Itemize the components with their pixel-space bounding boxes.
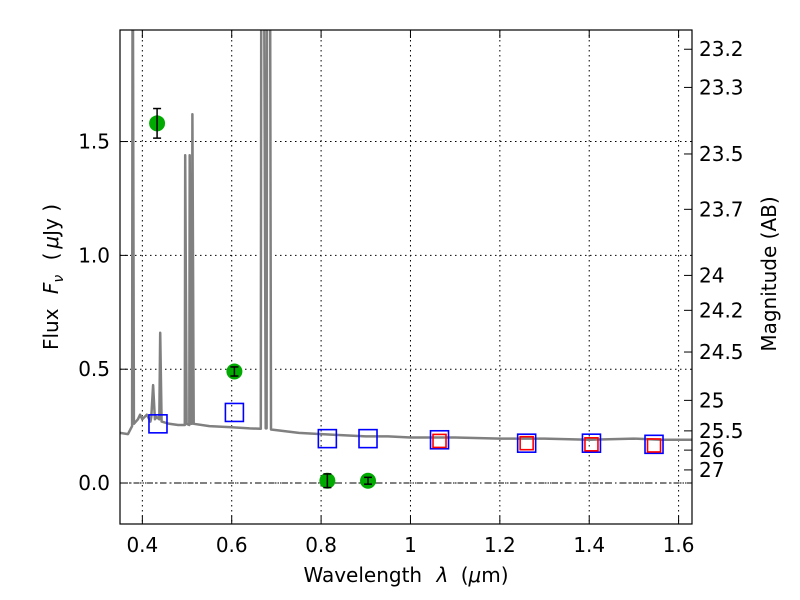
y2-tick-label: 25 bbox=[699, 388, 724, 412]
x-tick-label: 1.2 bbox=[484, 533, 516, 557]
y2-tick-label: 24.2 bbox=[699, 298, 744, 322]
model-square-blue bbox=[358, 428, 378, 449]
model-square-blue bbox=[317, 428, 338, 449]
model-square-red bbox=[519, 435, 534, 451]
y-tick-label: 0.5 bbox=[78, 357, 110, 381]
y-axis-label: Flux Fν ( μJy ) bbox=[39, 204, 68, 350]
ticks bbox=[120, 30, 692, 524]
y-axis-label-text: Flux bbox=[39, 308, 63, 350]
plot-frame bbox=[119, 29, 693, 525]
model-square-blue bbox=[224, 402, 245, 423]
spectrum-line bbox=[120, 30, 692, 442]
y2-tick-label: 23.7 bbox=[699, 197, 744, 221]
x-tick-label: 0.8 bbox=[305, 533, 337, 557]
x-axis-label-unit-rest: m) bbox=[481, 563, 508, 587]
grid bbox=[120, 30, 692, 524]
right-axis-label: Magnitude (AB) bbox=[757, 196, 781, 351]
tick-labels: 0.4 0.6 0.8 1 1.2 1.4 1.6 0.0 0.5 1.0 1.5 23.2 23.3 2… bbox=[78, 37, 743, 557]
y2-tick-label: 23.2 bbox=[699, 37, 744, 61]
model-square-red bbox=[432, 433, 447, 449]
model-square-blue bbox=[644, 434, 664, 455]
x-tick-label: 0.6 bbox=[216, 533, 248, 557]
x-axis-label-text: Wavelength bbox=[303, 563, 422, 587]
y2-tick-label: 24 bbox=[699, 263, 724, 287]
y-tick-label: 1.5 bbox=[78, 130, 110, 154]
y-axis-label-symbol: F bbox=[39, 282, 63, 294]
y-axis-label-unit-rest: Jy ) bbox=[39, 204, 63, 238]
y-axis-label-unit-open: ( bbox=[39, 253, 63, 261]
model-square-blue bbox=[429, 429, 450, 450]
model-square-blue bbox=[148, 414, 168, 434]
model-square-red bbox=[584, 437, 599, 452]
y2-tick-label: 23.3 bbox=[699, 75, 744, 99]
x-axis-label-symbol: λ bbox=[435, 563, 448, 587]
x-axis-label-unit-mu: μ bbox=[468, 563, 482, 587]
y-tick-label: 0.0 bbox=[78, 471, 110, 495]
x-tick-label: 1.6 bbox=[663, 533, 695, 557]
y2-tick-label: 23.5 bbox=[699, 142, 744, 166]
y2-tick-label: 24.5 bbox=[699, 340, 744, 364]
plot-area bbox=[120, 30, 692, 489]
y2-tick-label: 26 bbox=[699, 438, 724, 462]
x-tick-label: 1 bbox=[404, 533, 417, 557]
y-tick-label: 1.0 bbox=[78, 243, 110, 267]
y2-tick-label: 27 bbox=[699, 458, 724, 482]
model-square-blue bbox=[581, 433, 602, 453]
x-axis-label: Wavelength λ (μm) bbox=[303, 563, 508, 587]
y2-tick-label: 25.5 bbox=[699, 419, 744, 443]
series-group bbox=[120, 30, 692, 489]
x-axis-label-unit-open: ( bbox=[461, 563, 469, 587]
model-square-blue bbox=[516, 433, 537, 453]
y-axis-label-subscript: ν bbox=[51, 275, 67, 283]
x-tick-label: 0.4 bbox=[126, 533, 158, 557]
y-axis-label-unit-mu: μ bbox=[39, 236, 63, 250]
x-tick-label: 1.4 bbox=[573, 533, 605, 557]
model-square-red bbox=[646, 438, 662, 453]
